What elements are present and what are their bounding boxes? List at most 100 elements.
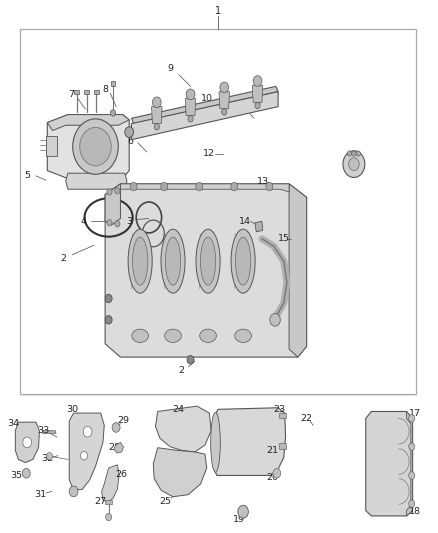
Polygon shape [252, 85, 263, 102]
Circle shape [106, 513, 112, 521]
Circle shape [115, 221, 120, 227]
Bar [74, 90, 79, 94]
Polygon shape [153, 448, 207, 497]
Circle shape [110, 110, 116, 116]
Ellipse shape [161, 229, 185, 293]
Circle shape [186, 89, 195, 100]
Ellipse shape [236, 237, 251, 285]
Text: 3: 3 [126, 217, 132, 225]
Circle shape [196, 182, 203, 191]
Circle shape [125, 127, 134, 138]
Ellipse shape [211, 413, 220, 472]
Bar [94, 90, 99, 94]
Circle shape [409, 500, 415, 507]
Circle shape [154, 124, 159, 130]
Bar [46, 136, 57, 156]
Polygon shape [366, 411, 413, 516]
Bar [42, 430, 55, 433]
Circle shape [356, 151, 360, 156]
Text: 26: 26 [116, 470, 128, 479]
Polygon shape [255, 221, 263, 232]
Text: 15: 15 [278, 235, 290, 243]
Circle shape [152, 97, 161, 108]
Polygon shape [112, 184, 289, 192]
Text: 30: 30 [66, 405, 78, 414]
Polygon shape [185, 99, 196, 116]
Circle shape [83, 426, 92, 437]
Circle shape [105, 294, 112, 303]
Circle shape [270, 313, 280, 326]
Text: 1: 1 [215, 6, 221, 15]
Text: 16: 16 [344, 160, 357, 168]
Text: 4: 4 [80, 217, 86, 225]
Text: 22: 22 [300, 414, 313, 423]
Circle shape [409, 472, 415, 479]
Text: 5: 5 [24, 172, 30, 180]
Text: 8: 8 [102, 85, 108, 94]
Circle shape [105, 316, 112, 324]
Circle shape [220, 82, 229, 93]
Polygon shape [47, 115, 129, 131]
Text: 2: 2 [179, 366, 185, 375]
Text: 19: 19 [233, 515, 245, 524]
Bar [279, 443, 286, 449]
Ellipse shape [165, 329, 181, 343]
Ellipse shape [128, 229, 152, 293]
Ellipse shape [235, 329, 251, 343]
Circle shape [188, 116, 193, 122]
Bar [279, 413, 286, 418]
Polygon shape [214, 408, 286, 475]
Ellipse shape [166, 237, 180, 285]
Bar [111, 81, 115, 86]
Bar [105, 500, 112, 504]
Circle shape [253, 76, 262, 86]
Polygon shape [69, 413, 104, 490]
Polygon shape [105, 184, 307, 357]
Text: 9: 9 [167, 64, 173, 72]
Circle shape [46, 453, 53, 460]
Polygon shape [114, 442, 124, 453]
Polygon shape [105, 184, 120, 225]
Text: 6: 6 [127, 137, 134, 146]
Ellipse shape [196, 229, 220, 293]
Circle shape [352, 151, 356, 156]
Circle shape [69, 486, 78, 497]
Text: 25: 25 [159, 497, 172, 505]
Text: 20: 20 [266, 473, 279, 481]
Text: 12: 12 [203, 149, 215, 158]
Text: 31: 31 [34, 490, 46, 499]
Text: 21: 21 [266, 446, 279, 455]
Polygon shape [219, 92, 230, 109]
Polygon shape [406, 411, 413, 516]
Polygon shape [47, 115, 129, 179]
Text: 17: 17 [409, 409, 421, 418]
Text: 27: 27 [94, 497, 106, 505]
Ellipse shape [231, 229, 255, 293]
Circle shape [187, 356, 194, 364]
Circle shape [238, 505, 248, 518]
Circle shape [80, 127, 111, 166]
Circle shape [409, 415, 415, 422]
Circle shape [409, 443, 415, 450]
Polygon shape [66, 173, 127, 189]
Text: 29: 29 [117, 416, 130, 424]
Polygon shape [102, 465, 119, 502]
Circle shape [266, 182, 273, 191]
Polygon shape [155, 406, 211, 452]
Text: 34: 34 [7, 419, 19, 428]
Circle shape [107, 220, 112, 226]
Text: 11: 11 [238, 108, 251, 116]
Polygon shape [131, 92, 278, 140]
Ellipse shape [132, 237, 148, 285]
Bar [20, 29, 416, 394]
Polygon shape [131, 86, 278, 124]
Circle shape [343, 151, 365, 177]
Circle shape [22, 469, 30, 478]
Circle shape [115, 188, 120, 194]
Circle shape [73, 119, 118, 174]
Circle shape [130, 182, 137, 191]
Bar [84, 90, 89, 94]
Ellipse shape [200, 329, 216, 343]
Text: 13: 13 [257, 177, 269, 185]
Ellipse shape [200, 237, 215, 285]
